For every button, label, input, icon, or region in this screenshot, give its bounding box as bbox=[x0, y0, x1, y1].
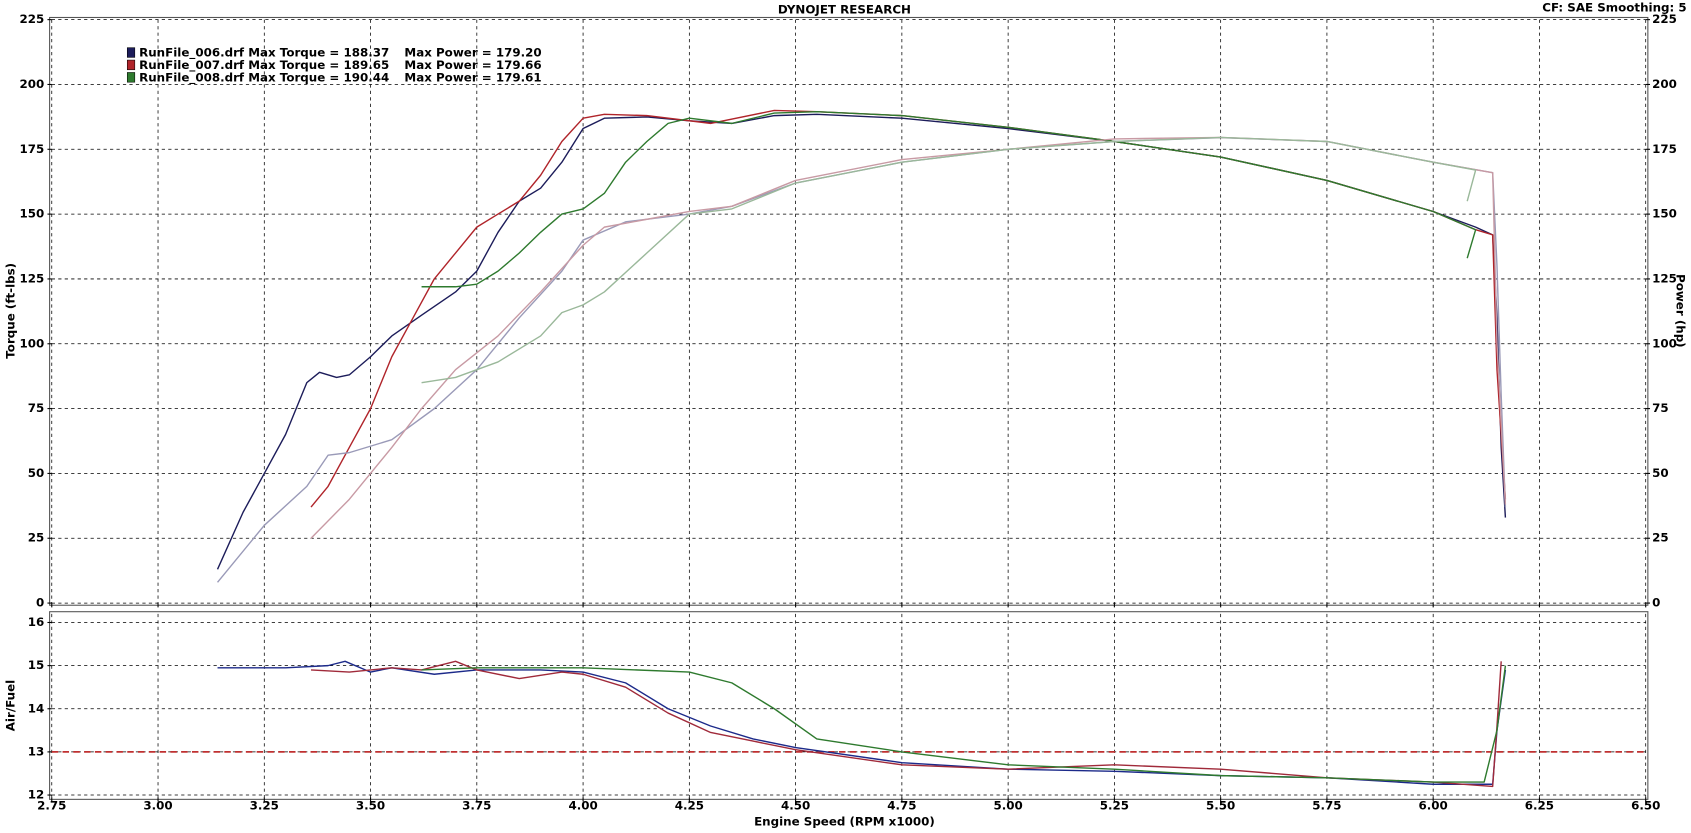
x-tick-label: 5.00 bbox=[993, 798, 1022, 812]
y-tick-label: 15 bbox=[28, 658, 45, 672]
x-tick-label: 5.25 bbox=[1100, 798, 1129, 812]
series-line bbox=[421, 111, 1477, 288]
y-tick-label: 125 bbox=[19, 271, 44, 285]
y2-tick-label: 225 bbox=[1652, 12, 1677, 26]
series-line bbox=[421, 665, 1507, 783]
y-tick-label: 225 bbox=[19, 12, 44, 26]
x-tick-label: 5.50 bbox=[1206, 798, 1235, 812]
legend-swatch bbox=[126, 47, 136, 58]
y-tick-label: 25 bbox=[28, 531, 45, 545]
x-tick-label: 3.75 bbox=[462, 798, 491, 812]
plot-layer: 0 25 50 75 100 125 150 175 200 225 0 25 50 75 100 125 15… bbox=[19, 12, 1676, 812]
y2-tick-label: 75 bbox=[1652, 401, 1669, 415]
afr-panel bbox=[49, 611, 1649, 800]
y2-tick-label: 0 bbox=[1652, 596, 1660, 610]
chart-subtitle: CF: SAE Smoothing: 5 bbox=[1542, 0, 1686, 14]
y-tick-label: 75 bbox=[28, 401, 45, 415]
x-tick-label: 6.00 bbox=[1419, 798, 1448, 812]
y-tick-label: 100 bbox=[19, 336, 44, 350]
y2-tick-label: 150 bbox=[1652, 207, 1677, 221]
chart-title: DYNOJET RESEARCH bbox=[778, 2, 911, 16]
x-tick-label: 3.00 bbox=[143, 798, 172, 812]
y-tick-label: 12 bbox=[28, 788, 45, 802]
legend-label: RunFile_006.drf Max Torque = 188.37 bbox=[139, 46, 389, 61]
y-tick-label: 13 bbox=[28, 744, 45, 758]
y-tick-label: 14 bbox=[28, 701, 45, 715]
y2-tick-label: 125 bbox=[1652, 271, 1677, 285]
torque-panel bbox=[49, 16, 1649, 606]
legend-label: Max Power = 179.61 bbox=[404, 70, 541, 84]
y2-tick-label: 200 bbox=[1652, 77, 1677, 91]
y-tick-label: 200 bbox=[19, 77, 44, 91]
x-tick-label: 3.25 bbox=[250, 798, 279, 812]
y-tick-label: 175 bbox=[19, 142, 44, 156]
x-tick-label: 5.75 bbox=[1312, 798, 1341, 812]
y-tick-label: 0 bbox=[36, 596, 44, 610]
x-tick-label: 3.50 bbox=[356, 798, 385, 812]
x-axis-label: Engine Speed (RPM x1000) bbox=[754, 814, 935, 828]
legend-swatch bbox=[126, 59, 136, 71]
series-line bbox=[421, 136, 1477, 384]
afr-axis-label: Air/Fuel bbox=[3, 680, 17, 732]
y2-tick-label: 175 bbox=[1652, 142, 1677, 156]
y2-tick-label: 50 bbox=[1652, 466, 1669, 480]
x-tick-label: 4.00 bbox=[568, 798, 597, 812]
x-tick-label: 2.75 bbox=[37, 798, 66, 812]
y2-tick-label: 25 bbox=[1652, 531, 1669, 545]
x-tick-label: 6.25 bbox=[1525, 798, 1554, 812]
y2-axis-label: Power (hp) bbox=[1674, 274, 1688, 348]
y-tick-label: 16 bbox=[28, 615, 45, 629]
y-axis-label: Torque (ft-lbs) bbox=[3, 263, 17, 359]
x-tick-label: 4.75 bbox=[887, 798, 916, 812]
y-tick-label: 150 bbox=[19, 207, 44, 221]
legend-label: Max Power = 179.66 bbox=[404, 58, 541, 72]
y-tick-label: 50 bbox=[28, 466, 45, 480]
legend-swatch bbox=[126, 72, 136, 83]
legend-label: Max Power = 179.20 bbox=[404, 46, 541, 60]
x-tick-label: 4.25 bbox=[675, 798, 704, 812]
x-tick-label: 6.50 bbox=[1631, 798, 1660, 812]
y2-tick-label: 100 bbox=[1652, 336, 1677, 350]
x-tick-label: 4.50 bbox=[781, 798, 810, 812]
legend-label: RunFile_007.drf Max Torque = 189.65 bbox=[139, 58, 389, 73]
legend-label: RunFile_008.drf Max Torque = 190.44 bbox=[139, 70, 389, 85]
